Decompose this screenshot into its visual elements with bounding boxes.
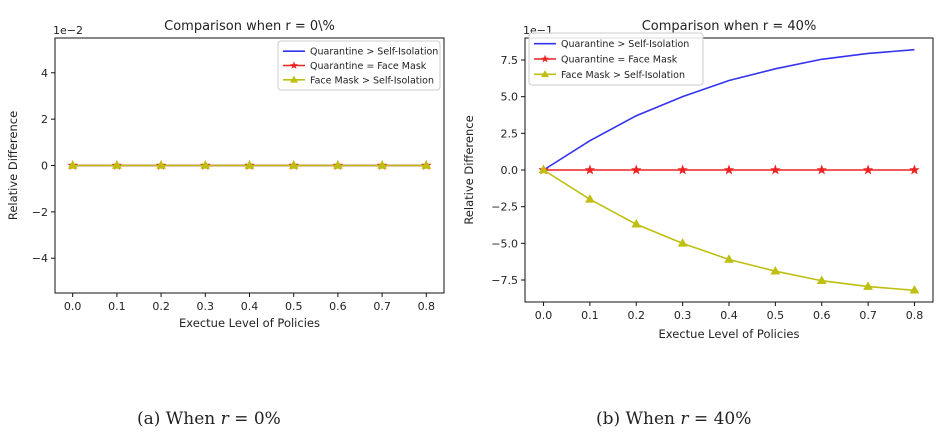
chart-b-title: Comparison when r = 40% bbox=[642, 19, 817, 34]
chart-a-data-point bbox=[333, 160, 343, 169]
caption-a-variable: r bbox=[220, 409, 229, 429]
chart-b-xtick-label: 0.6 bbox=[813, 309, 831, 322]
chart-a-xlabel: Exectue Level of Policies bbox=[179, 316, 320, 330]
chart-b-data-point bbox=[724, 254, 734, 263]
chart-a-xtick-label: 0.2 bbox=[152, 300, 170, 313]
chart-a-xtick-label: 0.0 bbox=[64, 300, 82, 313]
caption-a-text: = 0% bbox=[228, 409, 281, 429]
chart-a-ytick-label: 0 bbox=[41, 160, 48, 173]
chart-a-xtick-label: 0.3 bbox=[197, 300, 215, 313]
chart-b: Comparison when r = 40%1e−10.0 0.1 0.2 0.3 0… bbox=[462, 19, 934, 341]
chart-b-data-point bbox=[816, 275, 827, 285]
chart-b-data-point bbox=[909, 285, 920, 294]
chart-a-legend: Quarantine > Self-Isolation Quarantine = … bbox=[277, 40, 441, 91]
chart-a-xtick-label: 0.6 bbox=[329, 300, 347, 313]
chart-a-xtick-label: 0.4 bbox=[241, 300, 259, 313]
chart-a: Comparison when r = 0\% 1e−2 0.0 0.1 0.2 0.3 0… bbox=[6, 19, 445, 330]
chart-b-data-point bbox=[585, 194, 595, 203]
caption-b: (b) When r = 40% bbox=[596, 409, 751, 429]
chart-a-xtick-label: 0.7 bbox=[373, 300, 391, 313]
chart-a-legend-label: Quarantine = Face Mask bbox=[310, 61, 427, 72]
chart-b-data-point bbox=[770, 265, 781, 275]
chart-a-xtick-label: 0.5 bbox=[285, 300, 303, 313]
chart-b-legend-box bbox=[528, 32, 704, 86]
chart-b-xtick-label: 0.4 bbox=[720, 309, 738, 322]
chart-a-xtick-label: 0.8 bbox=[418, 300, 436, 313]
chart-b-xtick-label: 0.8 bbox=[906, 309, 924, 322]
figure: Comparison when r = 0\% 1e−2 0.0 0.1 0.2 0.3 0… bbox=[6, 19, 934, 341]
chart-b-data-point bbox=[677, 164, 688, 175]
chart-b-xlabel: Exectue Level of Policies bbox=[659, 327, 800, 341]
chart-b-xtick-label: 0.3 bbox=[674, 309, 692, 322]
chart-b-ytick-label: 2.5 bbox=[501, 127, 519, 140]
chart-b-xtick-label: 0.5 bbox=[767, 309, 785, 322]
chart-a-title: Comparison when r = 0\% bbox=[164, 19, 335, 34]
chart-b-ytick-label: 7.5 bbox=[501, 54, 519, 67]
chart-a-data-point bbox=[156, 160, 166, 169]
chart-b-xtick-label: 0.0 bbox=[535, 309, 553, 322]
chart-b-series-line bbox=[543, 169, 915, 292]
chart-b-data-point bbox=[863, 281, 873, 290]
chart-a-legend-box bbox=[277, 40, 441, 91]
chart-a-ytick-label: 4 bbox=[41, 67, 48, 80]
chart-a-data-point bbox=[377, 160, 388, 169]
chart-a-data-point bbox=[421, 160, 432, 169]
chart-a-legend-label: Quarantine > Self-Isolation bbox=[310, 47, 438, 58]
chart-a-legend-marker bbox=[290, 75, 298, 83]
chart-b-xtick-label: 0.7 bbox=[859, 309, 877, 322]
chart-b-data-point bbox=[538, 164, 549, 174]
chart-b-data-point bbox=[862, 164, 874, 175]
chart-b-ytick-label: 0.0 bbox=[501, 164, 519, 177]
chart-b-legend-marker bbox=[541, 70, 549, 78]
chart-a-ytick-label: −2 bbox=[32, 206, 48, 219]
caption-a: (a) When r = 0% bbox=[137, 409, 281, 429]
chart-b-ytick-label: −2.5 bbox=[491, 201, 518, 214]
chart-b-series-line bbox=[543, 48, 915, 171]
caption-b-text: = 40% bbox=[688, 409, 752, 429]
chart-b-xtick-label: 0.1 bbox=[581, 309, 599, 322]
chart-b-data-point bbox=[631, 164, 642, 175]
chart-b-legend-label: Face Mask > Self-Isolation bbox=[561, 70, 685, 81]
chart-b-ytick-label: −5.0 bbox=[491, 237, 518, 250]
chart-a-legend-marker bbox=[290, 61, 298, 69]
chart-b-ylabel: Relative Difference bbox=[462, 115, 476, 224]
caption-a-label: (a) When bbox=[137, 409, 221, 429]
chart-b-data-point bbox=[584, 164, 596, 175]
chart-a-xtick-label: 0.1 bbox=[108, 300, 126, 313]
chart-a-axis-multiplier: 1e−2 bbox=[53, 24, 83, 37]
chart-a-ylabel: Relative Difference bbox=[6, 111, 20, 220]
chart-b-legend-label: Quarantine = Face Mask bbox=[561, 55, 678, 66]
chart-b-data-point bbox=[677, 238, 688, 247]
chart-b-legend-marker bbox=[541, 54, 549, 63]
chart-b-ytick-label: 5.0 bbox=[501, 91, 519, 104]
chart-b-ytick-label: −7.5 bbox=[491, 274, 518, 287]
chart-b-legend-label: Quarantine > Self-Isolation bbox=[561, 39, 689, 50]
caption-b-label: (b) When bbox=[596, 409, 681, 429]
chart-a-ytick-label: −4 bbox=[32, 252, 48, 265]
chart-b-data-point bbox=[723, 164, 735, 175]
chart-a-legend-label: Face Mask > Self-Isolation bbox=[310, 75, 434, 86]
chart-b-data-point bbox=[631, 219, 642, 228]
chart-b-legend: Quarantine > Self-Isolation Quarantine = … bbox=[528, 32, 704, 86]
chart-a-data-point bbox=[67, 160, 78, 169]
chart-b-data-point bbox=[816, 164, 827, 175]
chart-a-ytick-label: 2 bbox=[41, 113, 48, 126]
chart-a-data-point bbox=[200, 160, 211, 169]
chart-b-data-point bbox=[770, 164, 781, 175]
chart-b-xtick-label: 0.2 bbox=[628, 309, 646, 322]
chart-a-data-point bbox=[111, 160, 122, 169]
chart-a-data-point bbox=[244, 160, 255, 169]
caption-b-variable: r bbox=[680, 409, 689, 429]
chart-a-data-point bbox=[288, 160, 299, 169]
chart-b-data-point bbox=[909, 164, 920, 175]
